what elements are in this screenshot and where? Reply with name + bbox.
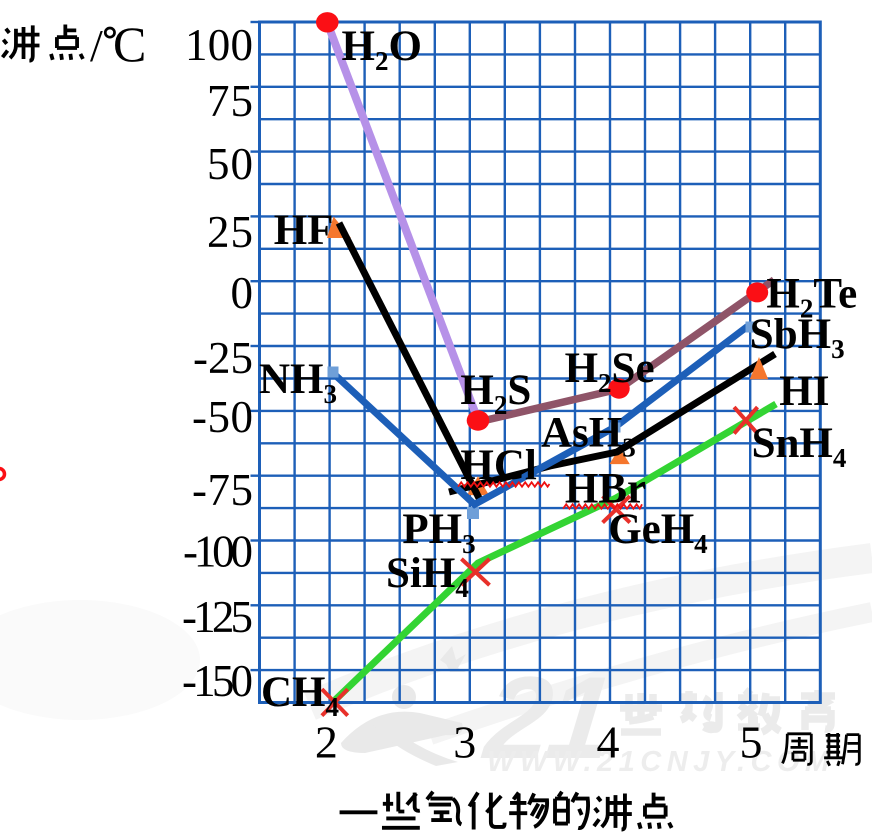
svg-text:-50: -50 xyxy=(192,392,253,442)
svg-text:SnH4: SnH4 xyxy=(752,420,847,473)
svg-text:H2S: H2S xyxy=(460,367,531,420)
svg-text:HI: HI xyxy=(779,368,829,415)
svg-text:CH4: CH4 xyxy=(261,669,339,722)
svg-text:21: 21 xyxy=(478,652,616,783)
svg-text:-25: -25 xyxy=(193,333,253,383)
svg-text:-100: -100 xyxy=(183,526,253,576)
svg-text:-125: -125 xyxy=(182,592,253,642)
svg-text:-75: -75 xyxy=(192,465,253,515)
svg-text:100: 100 xyxy=(185,20,253,70)
svg-text:2: 2 xyxy=(315,716,338,767)
svg-text:HBr: HBr xyxy=(565,466,646,513)
svg-text:SiH4: SiH4 xyxy=(386,550,469,603)
svg-text:-150: -150 xyxy=(182,656,253,706)
svg-text:25: 25 xyxy=(207,207,253,257)
svg-text:H2Se: H2Se xyxy=(565,345,655,398)
svg-text:75: 75 xyxy=(207,76,253,126)
svg-text:4: 4 xyxy=(597,716,620,767)
svg-text:/: / xyxy=(90,20,103,71)
svg-text:50: 50 xyxy=(207,139,253,189)
svg-text:H2O: H2O xyxy=(342,23,422,76)
svg-text:NH3: NH3 xyxy=(259,356,337,409)
svg-text:C: C xyxy=(113,16,146,72)
svg-text:0: 0 xyxy=(231,268,254,318)
svg-text:SbH3: SbH3 xyxy=(750,311,845,364)
svg-text:GeH4: GeH4 xyxy=(608,506,707,559)
svg-text:AsH3: AsH3 xyxy=(541,409,636,462)
svg-text:HCl: HCl xyxy=(460,442,537,489)
svg-text:WWW.21CNJY.COM: WWW.21CNJY.COM xyxy=(487,746,835,778)
svg-text:HF: HF xyxy=(274,207,334,254)
svg-text:3: 3 xyxy=(453,716,476,767)
svg-text:5: 5 xyxy=(740,716,763,767)
